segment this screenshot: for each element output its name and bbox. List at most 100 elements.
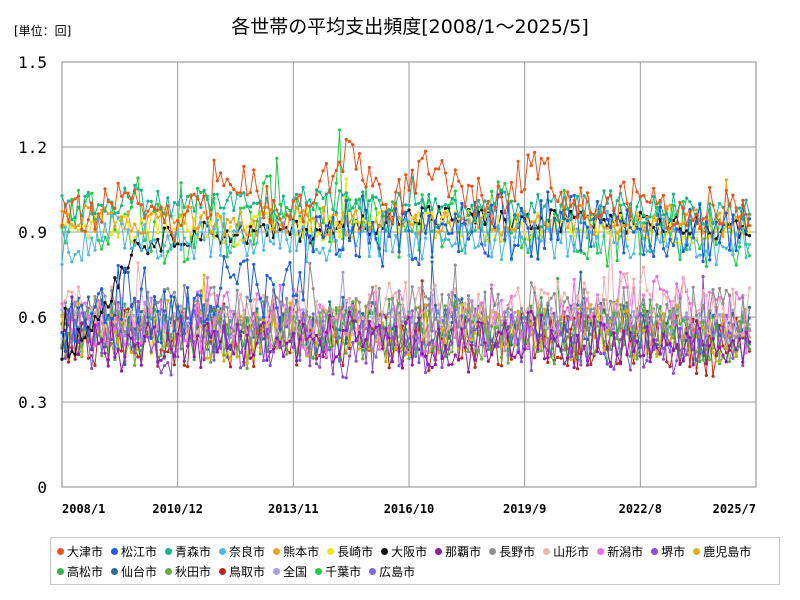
data-point	[605, 217, 609, 221]
data-point	[499, 355, 504, 360]
data-point	[523, 187, 527, 191]
data-point	[605, 308, 609, 312]
data-point	[222, 240, 226, 244]
data-point	[248, 298, 252, 303]
data-point	[106, 364, 110, 368]
data-point	[523, 237, 527, 241]
data-point	[116, 264, 120, 268]
data-point	[328, 215, 332, 219]
data-point	[70, 302, 74, 306]
data-point	[519, 246, 524, 250]
data-point	[493, 343, 497, 347]
data-point	[589, 352, 593, 356]
x-tick-label: 2008/1	[62, 502, 105, 516]
data-point	[314, 343, 319, 347]
data-point	[351, 300, 355, 304]
data-point	[423, 354, 428, 358]
data-point	[747, 349, 752, 353]
data-point	[381, 214, 385, 218]
data-point	[205, 298, 209, 302]
data-point	[437, 327, 441, 331]
data-point	[113, 327, 117, 331]
data-point	[268, 309, 272, 313]
data-point	[271, 209, 276, 213]
data-point	[192, 337, 196, 341]
data-point	[556, 355, 560, 359]
data-point	[357, 206, 361, 210]
data-point	[414, 256, 418, 260]
data-point	[67, 199, 71, 203]
data-point	[618, 303, 623, 307]
data-point	[146, 199, 150, 203]
data-point	[248, 190, 252, 195]
data-point	[308, 234, 312, 238]
data-point	[252, 262, 256, 266]
data-point	[70, 223, 74, 227]
data-point	[427, 193, 431, 197]
data-point	[694, 313, 699, 317]
data-point	[536, 192, 540, 197]
data-point	[100, 220, 104, 224]
data-point	[278, 212, 282, 216]
data-point	[490, 308, 494, 312]
data-point	[199, 205, 203, 210]
data-point	[176, 355, 180, 359]
data-point	[410, 309, 414, 313]
data-point	[255, 321, 259, 325]
data-point	[589, 321, 593, 326]
data-point	[473, 212, 477, 216]
data-point	[338, 352, 342, 356]
data-point	[582, 216, 586, 220]
data-point	[559, 241, 563, 245]
data-point	[430, 207, 434, 212]
data-point	[440, 222, 444, 226]
data-point	[73, 197, 77, 201]
data-point	[324, 313, 328, 317]
data-point	[731, 311, 735, 316]
data-point	[186, 286, 190, 290]
data-point	[331, 213, 335, 217]
data-point	[252, 229, 256, 233]
data-point	[714, 220, 718, 224]
data-point	[235, 282, 239, 286]
data-point	[688, 235, 692, 239]
data-point	[572, 320, 576, 324]
data-point	[179, 213, 183, 217]
data-point	[681, 249, 685, 254]
data-point	[602, 339, 606, 344]
data-point	[96, 302, 100, 306]
data-point	[136, 355, 140, 359]
data-point	[665, 296, 669, 300]
data-point	[106, 343, 110, 347]
data-point	[513, 199, 517, 203]
x-tick-label: 2016/10	[384, 502, 435, 516]
legend-item: 大阪市	[381, 541, 427, 561]
data-point	[447, 293, 451, 297]
data-point	[166, 329, 170, 333]
legend-label: 奈良市	[229, 544, 266, 559]
data-point	[493, 225, 497, 229]
data-point	[381, 310, 385, 314]
data-point	[410, 363, 414, 367]
data-point	[509, 308, 513, 312]
data-point	[675, 288, 679, 292]
data-point	[93, 248, 97, 252]
data-point	[215, 330, 219, 334]
data-point	[443, 237, 447, 241]
data-point	[202, 320, 206, 324]
data-point	[351, 304, 355, 308]
data-point	[384, 359, 388, 363]
data-point	[103, 294, 107, 298]
data-point	[129, 200, 133, 204]
data-point	[549, 296, 553, 300]
legend-label: 全国	[283, 564, 308, 579]
data-point	[113, 355, 117, 359]
data-point	[417, 331, 421, 335]
data-point	[172, 363, 176, 367]
data-point	[182, 359, 186, 363]
data-point	[143, 239, 147, 243]
data-point	[291, 294, 295, 298]
data-point	[166, 204, 170, 208]
data-point	[490, 353, 494, 357]
data-point	[480, 343, 484, 347]
